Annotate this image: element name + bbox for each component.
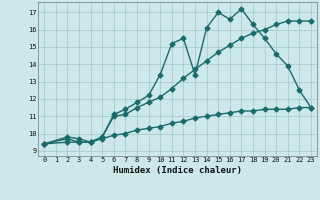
X-axis label: Humidex (Indice chaleur): Humidex (Indice chaleur) bbox=[113, 166, 242, 175]
